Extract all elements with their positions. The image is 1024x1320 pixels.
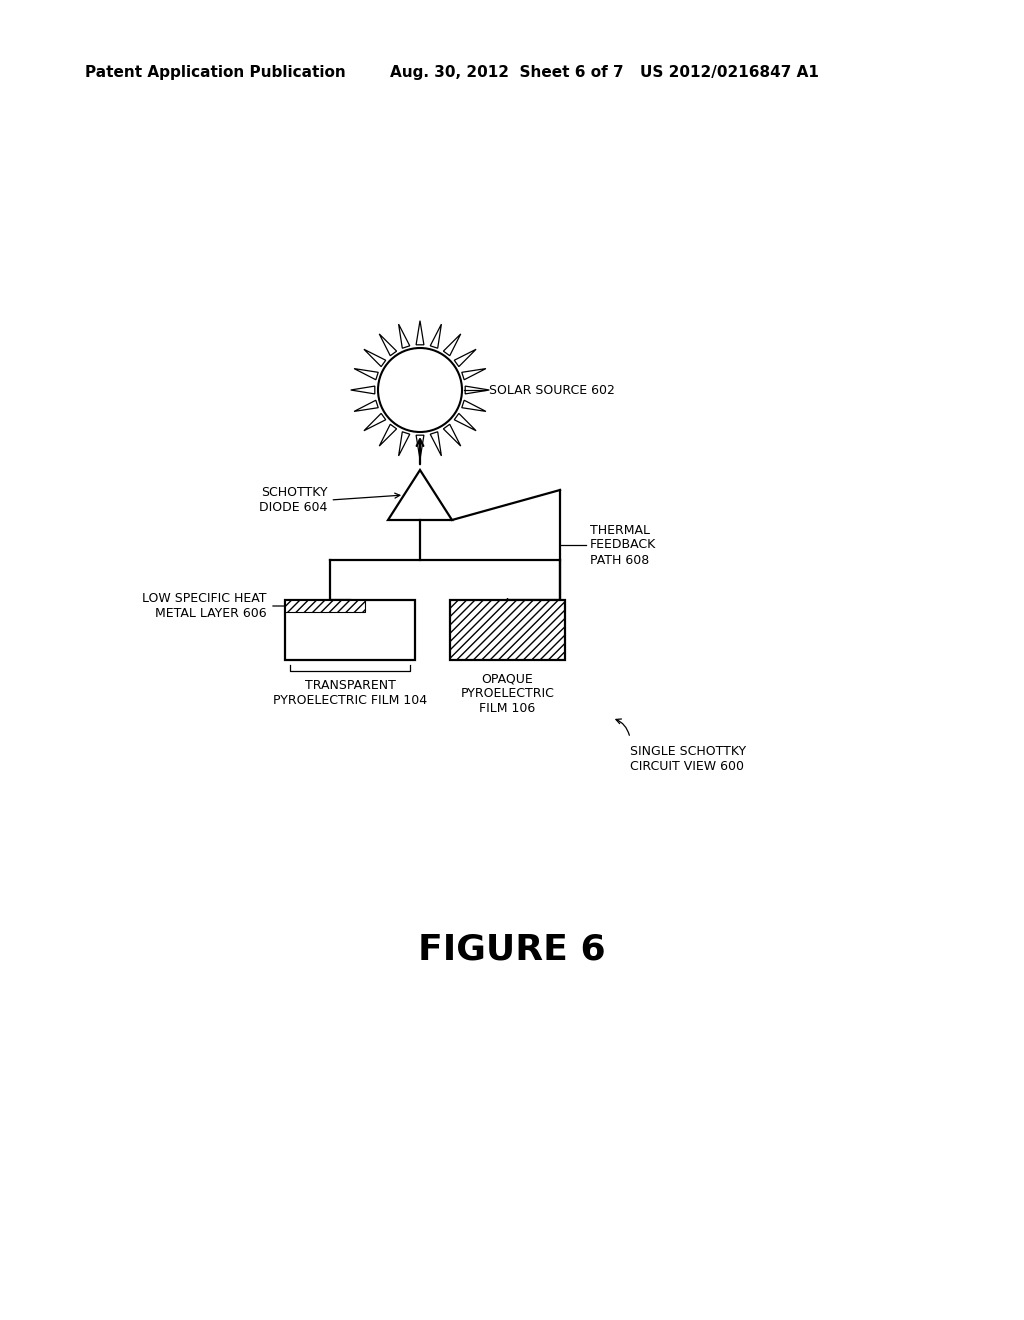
Text: LOW SPECIFIC HEAT
METAL LAYER 606: LOW SPECIFIC HEAT METAL LAYER 606: [142, 591, 267, 620]
Polygon shape: [398, 325, 410, 348]
Bar: [285, 601, 365, 612]
Text: SCHOTTKY
DIODE 604: SCHOTTKY DIODE 604: [259, 486, 328, 513]
Polygon shape: [416, 436, 424, 459]
Polygon shape: [354, 368, 378, 380]
Polygon shape: [398, 432, 410, 455]
Text: FIGURE 6: FIGURE 6: [418, 933, 606, 968]
Polygon shape: [462, 368, 486, 380]
Text: Aug. 30, 2012  Sheet 6 of 7: Aug. 30, 2012 Sheet 6 of 7: [390, 65, 624, 79]
Polygon shape: [379, 334, 396, 356]
Text: US 2012/0216847 A1: US 2012/0216847 A1: [640, 65, 819, 79]
Polygon shape: [443, 424, 461, 446]
Bar: [450, 601, 565, 660]
Polygon shape: [354, 400, 378, 412]
Text: SOLAR SOURCE 602: SOLAR SOURCE 602: [489, 384, 615, 396]
Polygon shape: [455, 350, 476, 367]
Polygon shape: [465, 385, 489, 393]
Text: OPAQUE
PYROELECTRIC
FILM 106: OPAQUE PYROELECTRIC FILM 106: [461, 672, 554, 715]
Polygon shape: [416, 321, 424, 345]
Text: SINGLE SCHOTTKY
CIRCUIT VIEW 600: SINGLE SCHOTTKY CIRCUIT VIEW 600: [630, 744, 746, 774]
Polygon shape: [379, 424, 396, 446]
Polygon shape: [455, 413, 476, 430]
Polygon shape: [430, 325, 441, 348]
Text: Patent Application Publication: Patent Application Publication: [85, 65, 346, 79]
Polygon shape: [430, 432, 441, 455]
Polygon shape: [350, 385, 375, 393]
Polygon shape: [364, 350, 386, 367]
Polygon shape: [443, 334, 461, 356]
Polygon shape: [462, 400, 486, 412]
Text: THERMAL
FEEDBACK
PATH 608: THERMAL FEEDBACK PATH 608: [590, 524, 656, 566]
Circle shape: [378, 348, 462, 432]
Polygon shape: [364, 413, 386, 430]
Text: TRANSPARENT
PYROELECTRIC FILM 104: TRANSPARENT PYROELECTRIC FILM 104: [273, 678, 427, 708]
Bar: [285, 601, 415, 660]
Polygon shape: [388, 470, 452, 520]
